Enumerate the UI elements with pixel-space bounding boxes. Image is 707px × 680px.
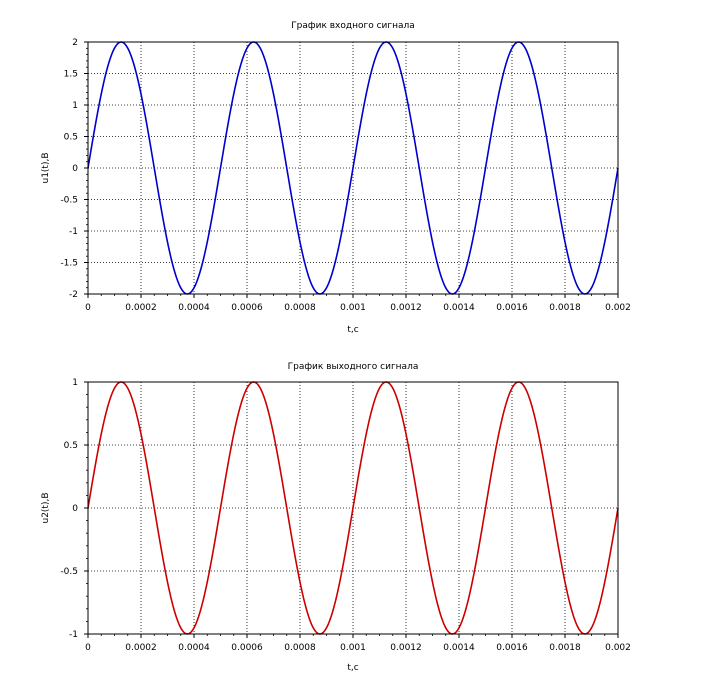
x-axis-label: t,c xyxy=(347,663,358,673)
x-tick-label: 0.0012 xyxy=(390,303,422,313)
output-signal-chart: График выходного сигнала t,c u2(t),B 0 0.… xyxy=(41,362,631,673)
x-tick-label: 0.0004 xyxy=(178,643,210,653)
x-tick-label: 0.001 xyxy=(340,643,366,653)
series-group xyxy=(87,381,619,635)
y-tick-label: 0 xyxy=(72,504,78,514)
x-tick-label: 0.0006 xyxy=(231,643,263,653)
x-tick-label: 0.0002 xyxy=(125,643,157,653)
x-tick-label: 0.002 xyxy=(605,303,631,313)
y-tick-label: -1.5 xyxy=(60,259,78,269)
x-tick-label: 0 xyxy=(85,643,91,653)
y-tick-labels: 1 0.5 0 -0.5 -1 xyxy=(60,378,88,640)
grid xyxy=(88,382,618,634)
y-tick-label: -1 xyxy=(69,630,78,640)
y-tick-label: 1.5 xyxy=(64,70,78,80)
y-tick-label: -0.5 xyxy=(60,567,78,577)
x-tick-label: 0.0016 xyxy=(496,643,528,653)
x-tick-label: 0.0004 xyxy=(178,303,210,313)
y-tick-label: 0.5 xyxy=(64,441,78,451)
x-tick-labels: 0 0.0002 0.0004 0.0006 0.0008 0.001 0.0012 0.00… xyxy=(85,294,631,313)
y-tick-label: -2 xyxy=(69,290,78,300)
series-group xyxy=(87,41,619,295)
x-tick-label: 0.001 xyxy=(340,303,366,313)
series-line xyxy=(87,381,619,635)
y-tick-label: 0.5 xyxy=(64,133,78,143)
y-axis-label: u1(t),B xyxy=(41,152,51,183)
y-tick-label: 0 xyxy=(72,164,78,174)
series-line xyxy=(87,41,619,295)
x-tick-label: 0.0008 xyxy=(284,643,316,653)
x-tick-label: 0.002 xyxy=(605,643,631,653)
chart-title: График выходного сигнала xyxy=(288,362,419,372)
x-tick-label: 0.0006 xyxy=(231,303,263,313)
y-tick-label: -1 xyxy=(69,227,78,237)
x-tick-label: 0.0012 xyxy=(390,643,422,653)
x-tick-label: 0.0018 xyxy=(549,643,581,653)
x-tick-label: 0.0014 xyxy=(443,643,475,653)
input-signal-chart: График входного сигнала t,c u1(t),B 0 0.0… xyxy=(41,21,631,335)
y-tick-label: -0.5 xyxy=(60,196,78,206)
x-tick-label: 0 xyxy=(85,303,91,313)
x-tick-labels: 0 0.0002 0.0004 0.0006 0.0008 0.001 0.0012 0.00… xyxy=(85,634,631,653)
y-tick-labels: 2 1.5 1 0.5 0 -0.5 -1 -1.5 -2 xyxy=(60,38,88,300)
y-axis-label: u2(t),B xyxy=(41,492,51,523)
x-tick-label: 0.0002 xyxy=(125,303,157,313)
x-tick-label: 0.0008 xyxy=(284,303,316,313)
y-tick-label: 1 xyxy=(72,101,78,111)
x-tick-label: 0.0018 xyxy=(549,303,581,313)
x-tick-label: 0.0014 xyxy=(443,303,475,313)
chart-title: График входного сигнала xyxy=(291,21,415,31)
x-axis-label: t,c xyxy=(347,325,358,335)
y-tick-label: 2 xyxy=(72,38,78,48)
x-tick-label: 0.0016 xyxy=(496,303,528,313)
y-tick-label: 1 xyxy=(72,378,78,388)
